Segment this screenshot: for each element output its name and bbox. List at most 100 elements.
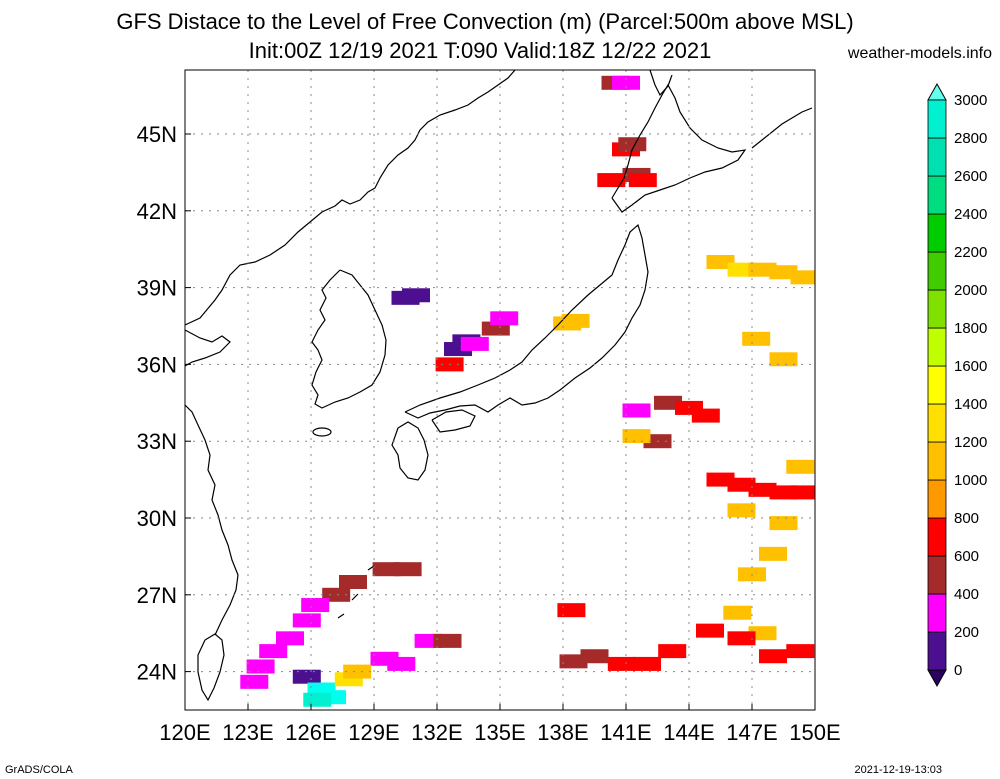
lon-tick-label: 135E [474,720,525,745]
shikoku-coast [431,409,476,433]
hokkaido-coast [611,83,747,213]
lfc-cell [691,408,720,423]
lfc-cell [240,674,269,689]
lfc-cell [759,649,787,664]
lfc-cell [460,336,489,351]
lfc-cell [402,288,430,303]
colorbar-label: 800 [954,510,979,527]
lfc-field [240,75,815,707]
colorbar-label: 400 [954,586,979,603]
lat-tick-label: 45N [137,122,177,147]
taiwan-coast [197,633,225,702]
lfc-cell [622,403,651,418]
footer-timestamp: 2021-12-19-13:03 [854,764,942,776]
lfc-cell [292,669,321,684]
honshu-coast [404,223,649,419]
lfc-cell [303,692,332,707]
lon-tick-label: 129E [348,720,399,745]
kuril-islands [751,107,813,149]
colorbar-label: 1600 [954,358,987,375]
lfc-cell [786,644,815,659]
colorbar-label: 1000 [954,472,987,489]
colorbar-swatch [927,289,947,329]
jeju-island [312,427,332,437]
chart-title: GFS Distace to the Level of Free Convect… [116,9,854,34]
lfc-cell [769,516,798,531]
lfc-cell [292,613,321,628]
colorbar-label: 2200 [954,244,987,261]
lfc-cell [786,459,815,474]
lon-tick-label: 147E [726,720,777,745]
lfc-cell [742,331,771,346]
lfc-cell [622,429,651,444]
lon-tick-label: 144E [663,720,714,745]
lfc-cell [759,546,787,561]
lat-tick-label: 33N [137,429,177,454]
lfc-cell [727,631,756,646]
china-coast [185,404,239,636]
colorbar-swatch [927,517,947,557]
lfc-cell [628,173,657,188]
colorbar-swatch [927,327,947,367]
lfc-cell [612,75,640,90]
lat-tick-label: 39N [137,276,177,301]
lfc-cell [246,659,275,674]
lfc-cell [658,644,687,659]
coastlines [185,70,813,702]
graticule [185,70,815,710]
lat-tick-label: 24N [137,660,177,685]
ryukyu-islands [337,565,375,619]
colorbar-label: 1200 [954,434,987,451]
lfc-cell [727,503,756,518]
lfc-cell [607,656,636,671]
korea-coast [311,269,387,409]
lfc-cell [490,311,519,326]
kyushu-coast [391,421,429,481]
colorbar-swatch [927,251,947,291]
lfc-cell [633,656,661,671]
colorbar-label: 1800 [954,320,987,337]
lfc-cell [343,664,372,679]
colorbar-under-arrow [927,669,947,688]
lfc-cell [561,313,590,328]
colorbar-swatch [927,441,947,481]
colorbar-swatch [927,213,947,253]
lfc-cell [393,562,422,577]
lon-tick-label: 126E [285,720,336,745]
lon-tick-label: 120E [159,720,210,745]
colorbar-label: 2800 [954,130,987,147]
colorbar-label: 600 [954,548,979,565]
lfc-cell [597,173,626,188]
colorbar-over-arrow [927,82,947,101]
lat-tick-label: 42N [137,199,177,224]
lfc-cell [618,137,647,152]
colorbar: 0 200 400 600 800 1000 1200 1400 1600 1800 2000 220… [927,82,987,688]
colorbar-swatch [927,175,947,215]
lfc-cell [723,605,752,620]
lfc-cell [301,598,330,613]
lfc-cell [790,270,815,285]
lfc-cell [387,656,416,671]
colorbar-label: 0 [954,662,962,679]
lfc-cell [696,623,724,638]
lfc-cell [259,644,288,659]
lfc-cell [559,654,588,669]
colorbar-label: 200 [954,624,979,641]
axis-ticks: 120E 123E 126E 129E 132E 135E 138E 141E 144E 147E… [137,122,841,745]
lon-tick-label: 132E [411,720,462,745]
colorbar-swatch [927,403,947,443]
lon-tick-label: 141E [600,720,651,745]
lon-tick-label: 123E [222,720,273,745]
lfc-cell [433,633,462,648]
colorbar-label: 1400 [954,396,987,413]
lfc-cell [790,485,815,500]
colorbar-label: 2600 [954,168,987,185]
chart-subtitle: Init:00Z 12/19 2021 T:090 Valid:18Z 12/2… [248,38,712,63]
lat-tick-label: 30N [137,506,177,531]
lfc-cell [339,575,367,589]
mainland-coast [185,70,516,326]
colorbar-swatch [927,137,947,177]
lat-tick-label: 27N [137,583,177,608]
lfc-cell [276,631,304,646]
